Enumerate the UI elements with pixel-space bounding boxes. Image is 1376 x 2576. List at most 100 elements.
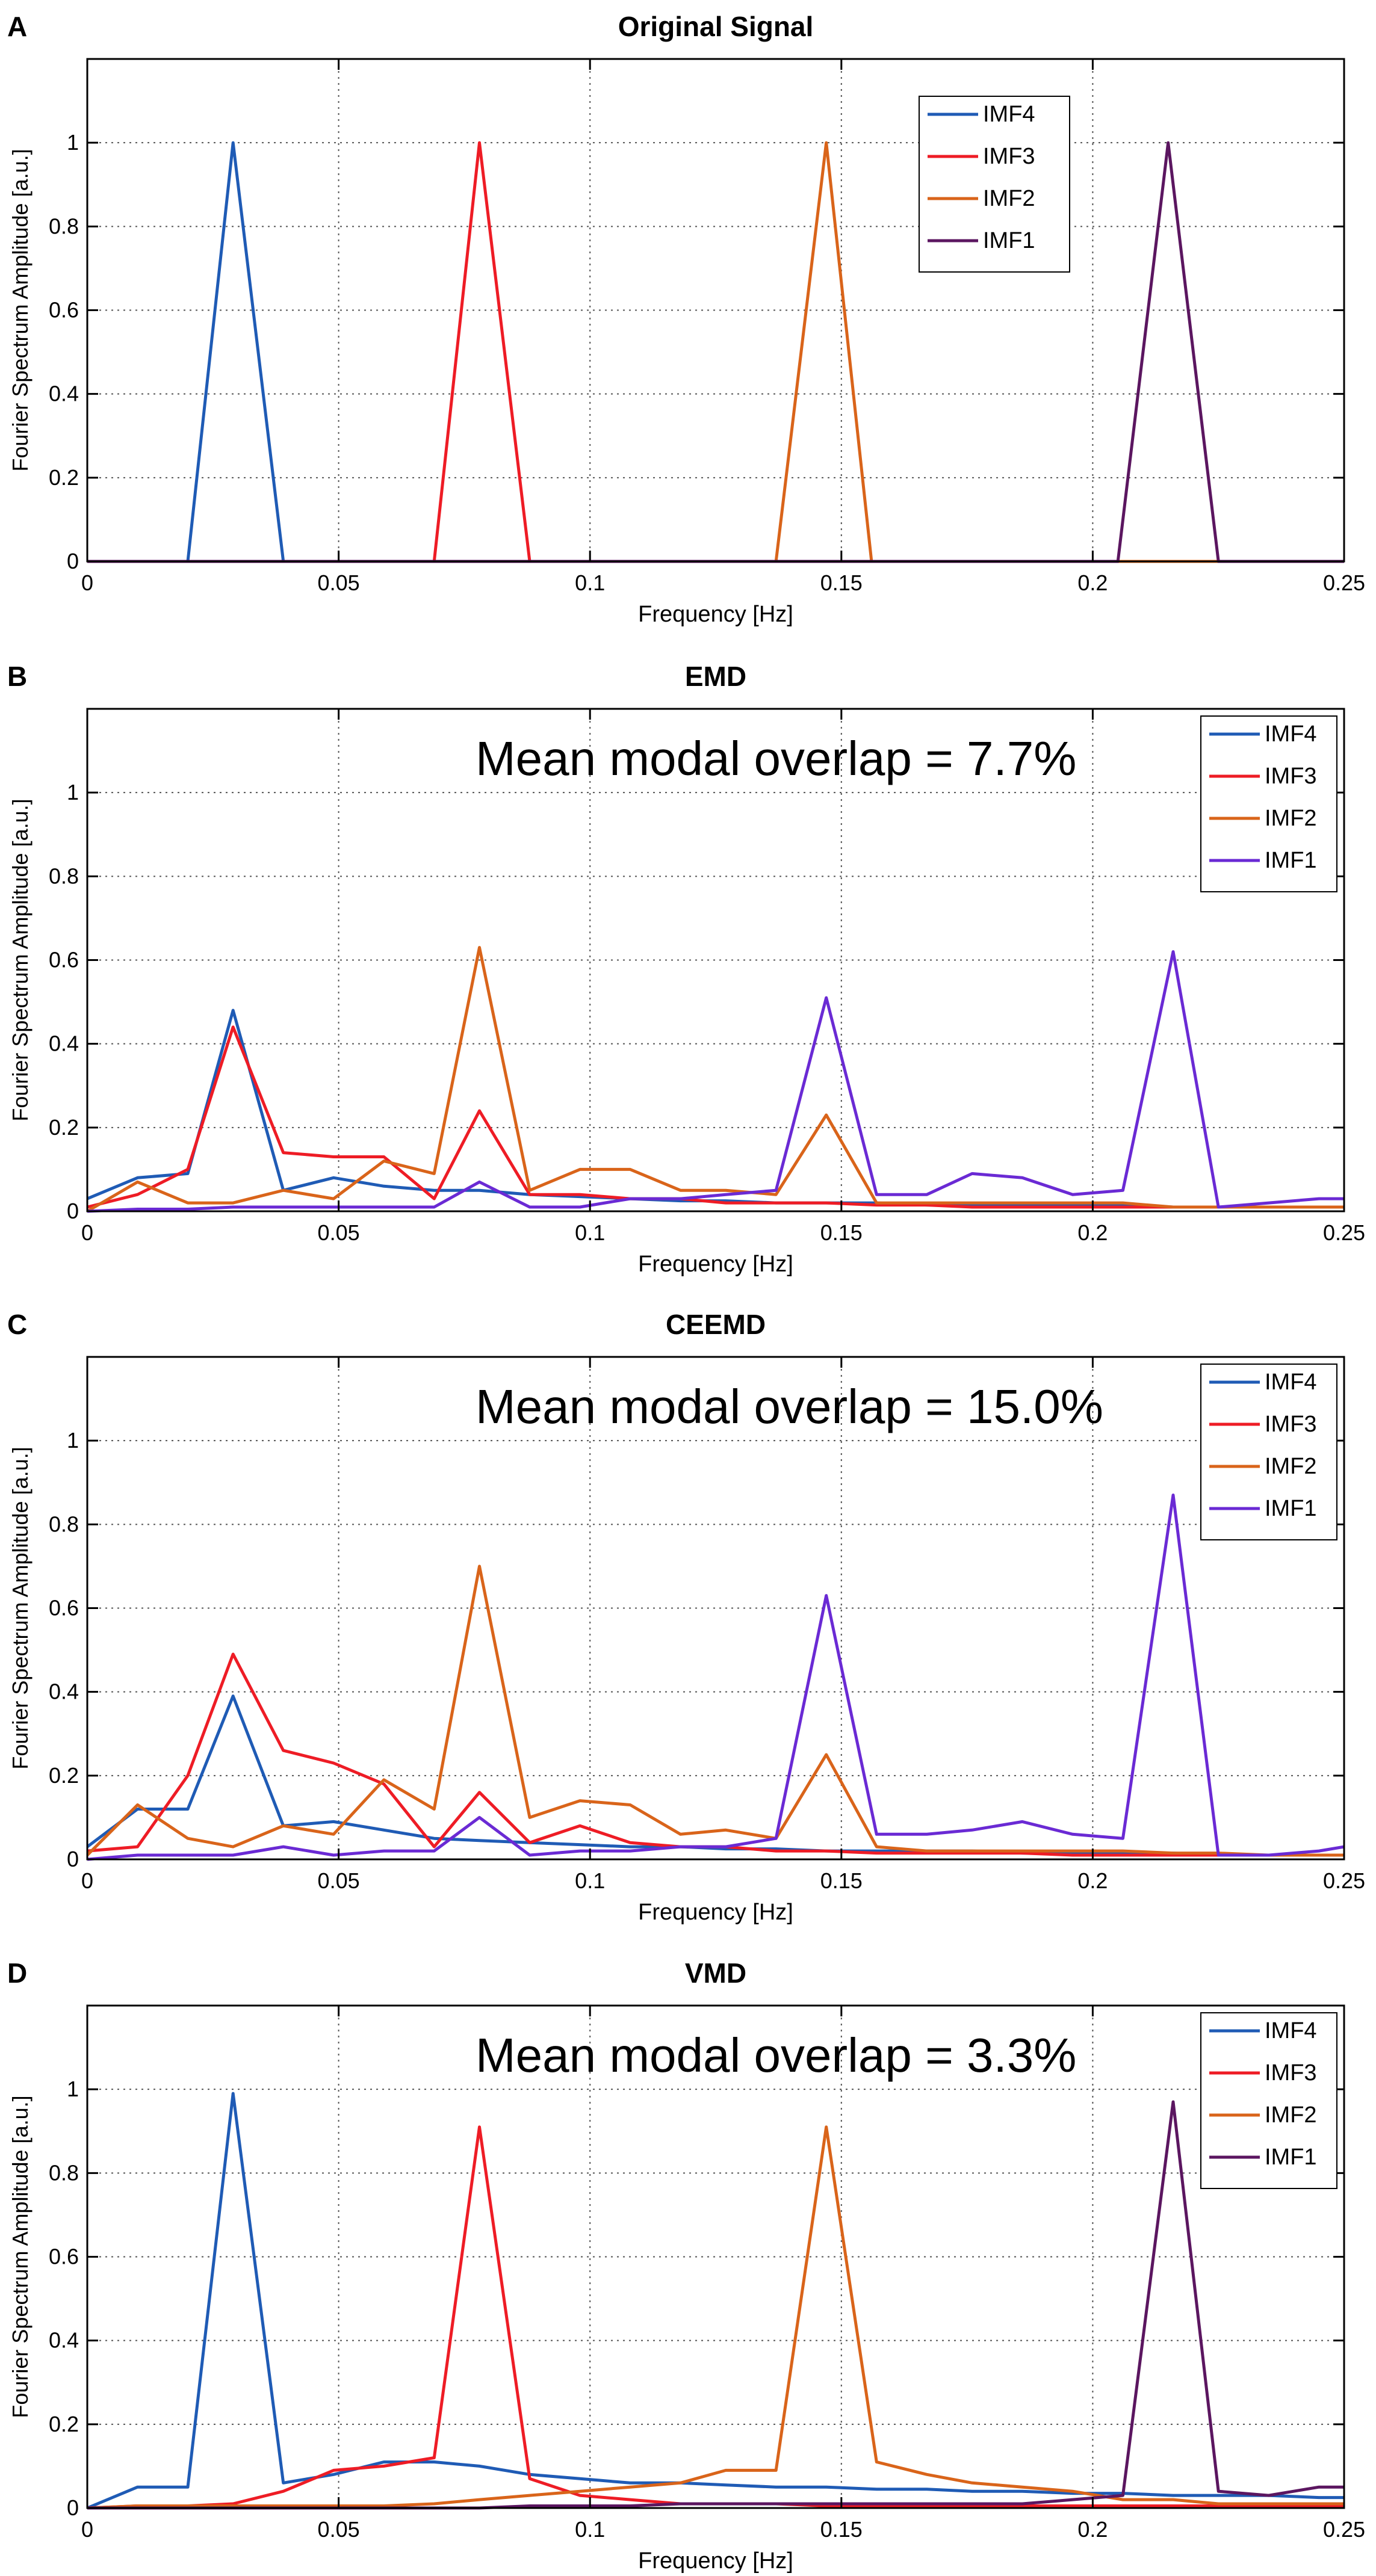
legend-box — [1200, 1364, 1337, 1540]
legend: IMF4 IMF3 IMF2 IMF1 — [1200, 1364, 1337, 1540]
x-tick-label: 0.05 — [318, 570, 360, 595]
panel-label: D — [7, 1957, 27, 1989]
y-axis-label: Fourier Spectrum Amplitude [a.u.] — [8, 149, 33, 471]
legend-entry-imf1: IMF1 — [1265, 848, 1317, 873]
x-tick-label: 0.05 — [318, 1220, 360, 1245]
y-tick-label: 0.4 — [49, 1679, 79, 1704]
x-tick-label: 0 — [81, 1868, 93, 1893]
legend-box — [919, 96, 1070, 273]
y-tick-label: 0.4 — [49, 381, 79, 406]
overlap-annotation: Mean modal overlap = 15.0% — [476, 1380, 1103, 1433]
y-tick-label: 1 — [67, 1428, 79, 1453]
y-tick-label: 0.2 — [49, 1115, 79, 1140]
legend-entry-imf3: IMF3 — [1265, 1412, 1317, 1437]
legend: IMF4 IMF3 IMF2 IMF1 — [919, 96, 1070, 273]
legend-entry-imf1: IMF1 — [1265, 1496, 1317, 1521]
panel-d: D VMD 0 0.05 0.1 0.15 0.2 0.25 0 0.2 0.4 0.6 0.8 1 Fre… — [7, 1957, 1365, 2574]
y-tick-label: 0 — [67, 549, 79, 573]
y-tick-label: 0.8 — [49, 863, 79, 888]
y-axis-label: Fourier Spectrum Amplitude [a.u.] — [8, 1447, 33, 1769]
legend-entry-imf4: IMF4 — [1265, 721, 1317, 747]
x-tick-label: 0.05 — [318, 1868, 360, 1893]
chart-title: Original Signal — [618, 11, 814, 42]
x-tick-label: 0.25 — [1323, 1220, 1365, 1245]
legend: IMF4 IMF3 IMF2 IMF1 — [1200, 2012, 1337, 2189]
chart-title: VMD — [685, 1957, 746, 1989]
legend-entry-imf2: IMF2 — [1265, 2102, 1317, 2128]
x-tick-label: 0 — [81, 570, 93, 595]
series-line-imf1 — [87, 950, 1344, 1213]
x-tick-label: 0.2 — [1077, 2517, 1108, 2542]
y-tick-label: 0.2 — [49, 465, 79, 490]
y-tick-label: 1 — [67, 2077, 79, 2101]
x-axis-label: Frequency [Hz] — [638, 602, 793, 627]
y-tick-label: 0 — [67, 1199, 79, 1223]
y-tick-label: 0 — [67, 2495, 79, 2520]
panel-b: B EMD 0 0.05 0.1 0.15 0.2 0.25 0 0.2 0.4 0.6 0.8 1 Fre… — [7, 661, 1365, 1277]
overlap-annotation: Mean modal overlap = 3.3% — [476, 2028, 1076, 2082]
series-line-imf2 — [87, 2125, 1344, 2510]
y-tick-label: 0.8 — [49, 2160, 79, 2185]
legend-entry-imf4: IMF4 — [1265, 1370, 1317, 1395]
x-tick-label: 0 — [81, 1220, 93, 1245]
y-tick-label: 0.2 — [49, 2412, 79, 2436]
legend-entry-imf3: IMF3 — [1265, 2060, 1317, 2086]
chart-title: CEEMD — [666, 1309, 766, 1340]
series-line-imf4 — [87, 2092, 1344, 2510]
y-tick-label: 0.4 — [49, 2328, 79, 2353]
y-tick-label: 0.4 — [49, 1031, 79, 1056]
y-tick-label: 0.8 — [49, 214, 79, 238]
x-tick-label: 0.1 — [575, 1868, 605, 1893]
chart-title: EMD — [685, 661, 746, 692]
series-line-imf1 — [87, 1493, 1345, 1861]
legend-entry-imf2: IMF2 — [1265, 806, 1317, 831]
panel-a: A Original Signal 0 0.05 0.1 0.15 0.2 0.25 0 0.2 0… — [7, 11, 1365, 627]
x-tick-label: 0.25 — [1323, 1868, 1365, 1893]
series-line-imf2 — [86, 946, 1344, 1213]
legend-entry-imf3: IMF3 — [983, 144, 1035, 169]
x-tick-label: 0.15 — [820, 2517, 863, 2542]
panel-label: C — [7, 1309, 27, 1340]
x-tick-label: 0.2 — [1077, 1220, 1108, 1245]
legend-entry-imf4: IMF4 — [1265, 2018, 1317, 2043]
x-tick-label: 0.2 — [1077, 570, 1108, 595]
y-tick-label: 0.6 — [49, 1596, 79, 1620]
panel-c: C CEEMD 0 0.05 0.1 0.15 0.2 0.25 0 0.2 0.4 0.6 0.8 1 F… — [7, 1309, 1365, 1925]
legend: IMF4 IMF3 IMF2 IMF1 — [1200, 715, 1337, 892]
overlap-annotation: Mean modal overlap = 7.7% — [476, 732, 1076, 785]
y-tick-label: 0.6 — [49, 298, 79, 323]
x-tick-label: 0.1 — [575, 570, 605, 595]
plot-area — [87, 59, 1344, 561]
y-tick-label: 1 — [67, 780, 79, 805]
x-axis-label: Frequency [Hz] — [638, 1900, 793, 1925]
legend-entry-imf2: IMF2 — [1265, 1454, 1317, 1479]
x-tick-label: 0.25 — [1323, 2517, 1365, 2542]
y-tick-label: 0.6 — [49, 948, 79, 972]
legend-entry-imf2: IMF2 — [983, 186, 1035, 211]
panel-label: A — [7, 11, 27, 42]
x-tick-label: 0.15 — [820, 1220, 863, 1245]
y-tick-label: 0 — [67, 1847, 79, 1871]
series-line-imf2 — [86, 1564, 1344, 1857]
x-tick-label: 0 — [81, 2517, 93, 2542]
legend-entry-imf3: IMF3 — [1265, 764, 1317, 789]
y-tick-label: 0.2 — [49, 1763, 79, 1788]
panel-label: B — [7, 661, 27, 692]
legend-entry-imf1: IMF1 — [1265, 2145, 1317, 2170]
y-tick-label: 1 — [67, 130, 79, 155]
x-tick-label: 0.15 — [820, 570, 863, 595]
x-tick-label: 0.25 — [1323, 570, 1365, 595]
x-tick-label: 0.15 — [820, 1868, 863, 1893]
legend-entry-imf4: IMF4 — [983, 102, 1035, 127]
x-tick-label: 0.1 — [575, 1220, 605, 1245]
legend-entry-imf1: IMF1 — [983, 228, 1035, 253]
y-tick-label: 0.6 — [49, 2244, 79, 2269]
y-axis-label: Fourier Spectrum Amplitude [a.u.] — [8, 2095, 33, 2418]
y-axis-label: Fourier Spectrum Amplitude [a.u.] — [8, 798, 33, 1121]
legend-box — [1200, 715, 1337, 892]
x-axis-label: Frequency [Hz] — [638, 1252, 793, 1277]
x-tick-label: 0.05 — [318, 2517, 360, 2542]
x-tick-label: 0.2 — [1077, 1868, 1108, 1893]
x-tick-label: 0.1 — [575, 2517, 605, 2542]
